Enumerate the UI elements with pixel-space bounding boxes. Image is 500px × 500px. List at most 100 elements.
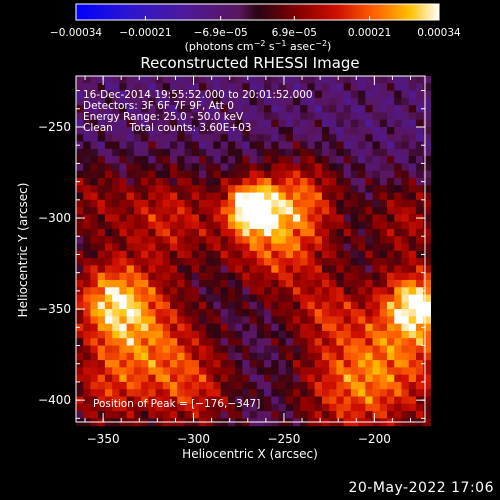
heatmap-cell [133,90,142,99]
heatmap-cell [206,381,215,390]
heatmap-cell [141,396,149,405]
heatmap-cell [184,411,193,419]
heatmap-cell [242,207,251,215]
heatmap-cell [126,287,135,296]
heatmap-cell [358,411,366,419]
heatmap-cell [249,207,258,215]
heatmap-cell [394,250,403,259]
heatmap-cell [415,265,424,274]
heatmap-cell [408,411,417,419]
heatmap-cell [372,330,381,339]
heatmap-cell [278,221,287,230]
heatmap-cell [358,90,366,99]
heatmap-cell [191,112,200,121]
heatmap-cell [76,279,84,288]
heatmap-cell [408,389,417,398]
heatmap-cell [329,381,337,390]
heatmap-cell [90,367,99,376]
heatmap-cell [401,236,410,245]
heatmap-cell [278,272,287,281]
heatmap-cell [242,243,251,252]
heatmap-cell [314,141,323,150]
heatmap-cell [401,170,410,179]
heatmap-cell [336,250,345,259]
heatmap-cell [206,228,215,237]
heatmap-cell [104,279,113,288]
heatmap-cell [278,134,287,143]
heatmap-cell [227,374,236,383]
heatmap-cell [126,243,135,252]
heatmap-cell [104,236,113,245]
heatmap-cell [83,177,92,186]
heatmap-cell [104,323,113,332]
heatmap-cell [336,411,345,419]
heatmap-cell [83,301,92,310]
heatmap-cell [307,90,316,99]
heatmap-cell [227,207,236,215]
heatmap-cell [372,228,381,237]
heatmap-cell [321,279,330,288]
heatmap-cell [292,134,301,143]
heatmap-cell [170,177,178,186]
y-tick-labels: −250−300−350−400 [38,120,71,407]
heatmap-cell [365,221,374,230]
heatmap-cell [90,352,99,361]
heatmap-cell [271,403,280,412]
heatmap-cell [271,90,280,99]
heatmap-cell [148,199,157,208]
heatmap-cell [379,236,388,245]
heatmap-cell [285,185,294,194]
heatmap-cell [336,126,345,135]
heatmap-cell [358,177,366,186]
heatmap-cell [119,389,128,398]
heatmap-cell [278,192,287,201]
heatmap-cell [198,156,207,165]
heatmap-cell [278,163,287,172]
heatmap-cell [104,345,113,354]
heatmap-cell [83,309,92,317]
heatmap-cell [133,97,142,106]
heatmap-cell [141,192,149,201]
heatmap-cell [292,309,301,317]
heatmap-cell [401,374,410,383]
heatmap-cell [184,345,193,354]
heatmap-cell [227,272,236,281]
heatmap-cell [213,170,222,179]
heatmap-cell [329,90,337,99]
heatmap-cell [198,141,207,150]
heatmap-cell [213,345,222,354]
heatmap-cell [141,156,149,165]
heatmap-cell [415,279,424,288]
heatmap-cell [423,243,432,252]
heatmap-cell [256,105,265,114]
heatmap-cell [343,279,352,288]
heatmap-cell [155,170,164,179]
heatmap-cell [119,411,128,419]
heatmap-cell [394,243,403,252]
heatmap-cell [336,170,345,179]
heatmap-cell [177,228,186,237]
heatmap-cell [423,185,432,194]
heatmap-cell [292,141,301,150]
heatmap-cell [191,141,200,150]
heatmap-cell [271,207,280,215]
heatmap-cell [220,360,229,368]
heatmap-cell [415,250,424,259]
heatmap-cell [358,83,366,92]
y-tick-label: −350 [38,302,71,316]
heatmap-cell [170,97,178,106]
heatmap-cell [256,411,265,419]
heatmap-cell [314,221,323,230]
heatmap-cell [133,141,142,150]
heatmap-cell [285,76,294,84]
heatmap-cell [314,272,323,281]
heatmap-cell [343,192,352,201]
heatmap-cell [423,83,432,92]
heatmap-cell [191,221,200,230]
heatmap-cell [401,112,410,121]
heatmap-cell [227,309,236,317]
heatmap-cell [119,228,128,237]
heatmap-cell [133,76,142,84]
heatmap-cell [83,338,92,347]
heatmap-cell [90,360,99,368]
